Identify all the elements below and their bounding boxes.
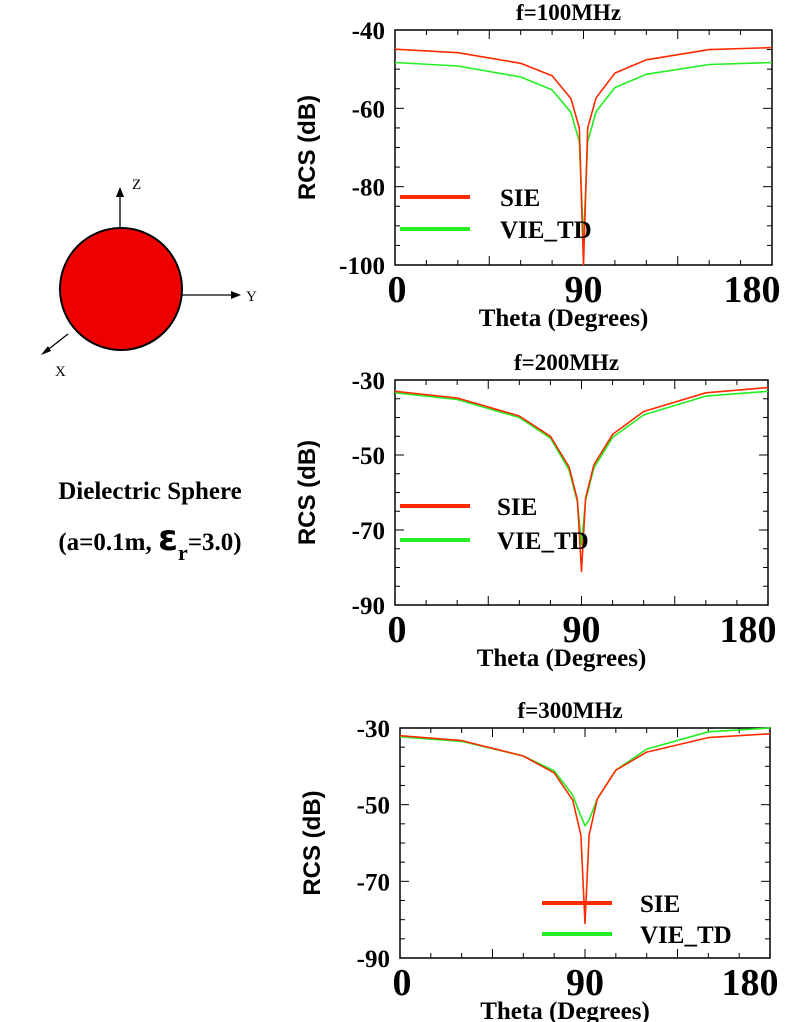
y-tick-label: -80 [352, 175, 385, 202]
x-axis-title: Theta (Degrees) [479, 305, 649, 332]
y-tick-label: -70 [357, 869, 390, 896]
y-tick-label: -40 [352, 18, 385, 45]
legend: SIE VIE_TD [400, 494, 589, 555]
y-tick-label: -90 [352, 593, 385, 620]
y-tick-label: -60 [352, 96, 385, 123]
epsilon-subscript: r [178, 540, 188, 565]
legend: SIE VIE_TD [400, 185, 592, 244]
x-axis-arrowhead [41, 346, 51, 355]
caption-close: =3.0) [187, 529, 242, 556]
y-axis-title: RCS (dB) [294, 440, 321, 545]
x-tick-label: 180 [720, 609, 777, 651]
x-axis-title: Theta (Degrees) [477, 645, 647, 672]
y-tick-label: -90 [357, 946, 390, 973]
x-tick-label: 0 [388, 269, 407, 311]
sphere-caption-line2: (a=0.1m, εr=3.0) [0, 518, 300, 565]
epsilon-symbol: ε [158, 518, 179, 559]
sphere-diagram: Z Y X [41, 177, 257, 380]
y-axis-label: Y [246, 289, 257, 305]
x-tick-label: 0 [388, 609, 407, 651]
series-line-sie [394, 386, 769, 573]
x-tick-label: 90 [565, 269, 603, 311]
legend-label: VIE_TD [497, 528, 589, 555]
x-tick-label: 180 [724, 269, 781, 311]
legend-label: VIE_TD [500, 217, 592, 244]
x-tick-label: 180 [722, 962, 779, 1004]
y-tick-label: -50 [357, 793, 390, 820]
dielectric-sphere [59, 227, 183, 351]
legend-label: VIE_TD [640, 922, 732, 949]
z-axis-arrowhead [116, 187, 124, 197]
chart-panel-2: -30 -50 -70 -900 90 180 f=200MHz Theta (Degrees… [294, 350, 777, 672]
x-tick-label: 90 [566, 962, 604, 1004]
y-tick-label: -70 [352, 518, 385, 545]
sphere-caption-line1: Dielectric Sphere [58, 478, 242, 505]
caption-open: (a=0.1m, [58, 529, 152, 556]
chart-title: f=100MHz [516, 0, 621, 25]
legend: SIE VIE_TD [542, 891, 732, 949]
legend-label: SIE [500, 185, 540, 212]
y-axis-arrowhead [231, 291, 241, 299]
y-tick-label: -30 [357, 716, 390, 743]
x-tick-label: 90 [563, 609, 601, 651]
x-axis-title: Theta (Degrees) [480, 998, 650, 1022]
x-tick-label: 0 [393, 962, 412, 1004]
y-tick-label: -100 [339, 253, 385, 280]
y-axis-title: RCS (dB) [299, 790, 326, 895]
z-axis-label: Z [132, 177, 141, 193]
chart-panel-3: -30 -50 -70 -900 90 180 f=300MHz Theta (Degrees… [299, 698, 779, 1022]
y-tick-label: -30 [352, 368, 385, 395]
chart-title: f=200MHz [514, 350, 619, 375]
x-axis-label: X [55, 364, 66, 380]
series-line-sie [394, 46, 773, 266]
series-line-sie [399, 733, 771, 925]
legend-label: SIE [640, 891, 680, 918]
y-axis-title: RCS (dB) [294, 95, 321, 200]
chart-title: f=300MHz [517, 698, 622, 723]
legend-label: SIE [497, 494, 537, 521]
y-tick-label: -50 [352, 443, 385, 470]
series-line-vie-td [394, 390, 769, 546]
